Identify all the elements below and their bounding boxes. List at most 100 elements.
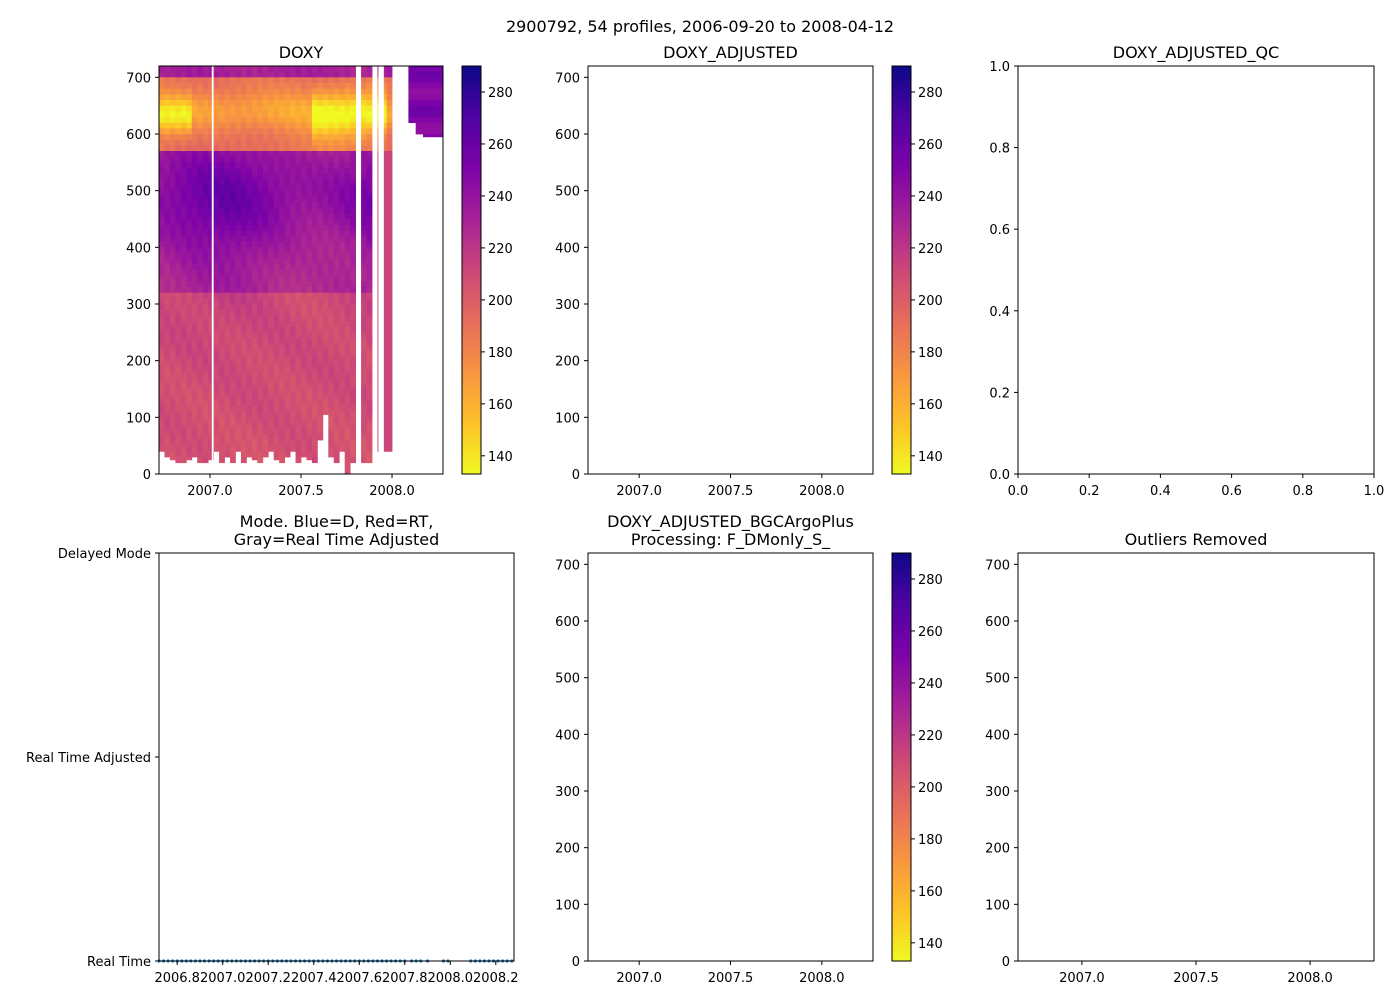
heatmap-cell — [257, 315, 264, 322]
heatmap-cell — [257, 77, 264, 84]
heatmap-cell — [268, 173, 275, 180]
heatmap-cell — [197, 389, 204, 396]
heatmap-cell — [180, 230, 187, 237]
heatmap-cell — [415, 100, 424, 107]
heatmap-cell — [219, 83, 225, 90]
heatmap-cell — [361, 270, 367, 277]
heatmap-cell — [344, 253, 351, 260]
heatmap-cell — [415, 94, 424, 101]
heatmap-cell — [257, 162, 264, 169]
heatmap-cell — [339, 389, 346, 396]
heatmap-cell — [428, 100, 435, 107]
heatmap-cell — [301, 445, 307, 452]
heatmap-cell — [408, 111, 417, 118]
doxy-adjusted-bgcargoplus-title: Processing: F_DMonly_S_ — [631, 530, 831, 550]
heatmap-cell — [235, 156, 242, 163]
heatmap-cell — [306, 241, 313, 248]
heatmap-cell — [191, 411, 198, 418]
heatmap-cell — [328, 349, 335, 356]
heatmap-cell — [311, 162, 318, 169]
heatmap-cell — [322, 355, 329, 362]
heatmap-cell — [268, 400, 275, 407]
heatmap-cell — [262, 139, 269, 146]
heatmap-cell — [301, 400, 307, 407]
heatmap-cell — [164, 83, 171, 90]
heatmap-cell — [213, 292, 220, 299]
heatmap-cell — [339, 219, 346, 226]
heatmap-cell — [386, 202, 393, 209]
heatmap-cell — [164, 451, 171, 458]
heatmap-cell — [333, 77, 340, 84]
heatmap-cell — [273, 451, 280, 458]
heatmap-cell — [224, 372, 231, 379]
heatmap-cell — [180, 355, 187, 362]
heatmap-cell — [386, 100, 393, 107]
heatmap-cell — [322, 190, 329, 197]
heatmap-cell — [159, 434, 165, 441]
heatmap-cell — [164, 230, 171, 237]
heatmap-cell — [213, 145, 220, 152]
heatmap-cell — [219, 428, 225, 435]
heatmap-cell — [235, 173, 242, 180]
heatmap-cell — [164, 117, 171, 124]
heatmap-cell — [290, 151, 296, 158]
heatmap-cell — [164, 389, 171, 396]
heatmap-cell — [333, 428, 340, 435]
heatmap-cell — [344, 423, 351, 430]
heatmap-cell — [268, 207, 275, 214]
heatmap-cell — [284, 94, 291, 101]
heatmap-cell — [322, 151, 329, 158]
heatmap-cell — [279, 117, 286, 124]
heatmap-cell — [186, 338, 193, 345]
doxy-adjusted-qc-xtick-label: 0.8 — [1292, 484, 1313, 499]
doxy-title: DOXY — [279, 43, 324, 62]
heatmap-cell — [186, 281, 193, 288]
heatmap-cell — [306, 111, 313, 118]
heatmap-cell — [235, 111, 242, 118]
heatmap-cell — [186, 111, 193, 118]
heatmap-cell — [251, 360, 258, 367]
heatmap-cell — [251, 377, 258, 384]
heatmap-cell — [164, 338, 171, 345]
heatmap-cell — [422, 105, 429, 112]
heatmap-cell — [295, 219, 302, 226]
heatmap-cell — [339, 156, 346, 163]
heatmap-cell — [295, 411, 302, 418]
heatmap-cell — [290, 445, 296, 452]
heatmap-cell — [361, 219, 367, 226]
heatmap-cell — [230, 224, 236, 231]
heatmap-cell — [273, 326, 280, 333]
heatmap-cell — [306, 258, 313, 265]
heatmap-cell — [328, 321, 335, 328]
heatmap-cell — [208, 321, 215, 328]
heatmap-cell — [164, 411, 171, 418]
heatmap-cell — [386, 105, 393, 112]
heatmap-cell — [290, 343, 296, 350]
heatmap-cell — [246, 355, 253, 362]
heatmap-cell — [257, 338, 264, 345]
heatmap-cell — [317, 173, 324, 180]
heatmap-cell — [317, 321, 324, 328]
heatmap-cell — [268, 168, 275, 175]
heatmap-cell — [213, 247, 220, 254]
heatmap-cell — [208, 224, 215, 231]
heatmap-cell — [386, 111, 393, 118]
heatmap-cell — [235, 94, 242, 101]
heatmap-cell — [197, 117, 204, 124]
heatmap-cell — [197, 406, 204, 413]
heatmap-cell — [311, 66, 318, 73]
heatmap-cell — [339, 411, 346, 418]
heatmap-cell — [257, 139, 264, 146]
heatmap-cell — [328, 162, 335, 169]
heatmap-cell — [279, 440, 286, 447]
heatmap-cell — [317, 185, 324, 192]
heatmap-cell — [159, 105, 165, 112]
heatmap-cell — [290, 134, 296, 141]
heatmap-cell — [284, 264, 291, 271]
heatmap-cell — [361, 298, 367, 305]
heatmap-cell — [208, 185, 215, 192]
heatmap-cell — [197, 219, 204, 226]
heatmap-cell — [235, 355, 242, 362]
heatmap-cell — [279, 202, 286, 209]
heatmap-cell — [208, 343, 215, 350]
